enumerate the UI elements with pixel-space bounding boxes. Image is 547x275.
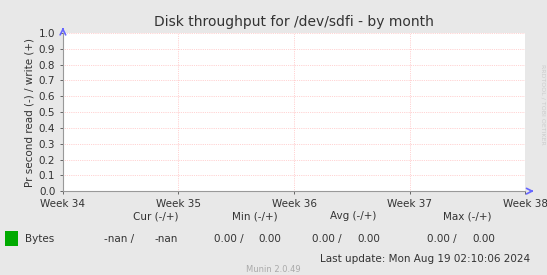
Text: Last update: Mon Aug 19 02:10:06 2024: Last update: Mon Aug 19 02:10:06 2024 [321, 254, 531, 264]
Text: 0.00 /: 0.00 / [312, 234, 342, 244]
Text: 0.00 /: 0.00 / [214, 234, 243, 244]
Text: Munin 2.0.49: Munin 2.0.49 [246, 265, 301, 274]
Text: -nan: -nan [154, 234, 178, 244]
Text: 0.00: 0.00 [472, 234, 495, 244]
Text: Bytes: Bytes [25, 234, 54, 244]
Text: Max (-/+): Max (-/+) [444, 211, 492, 221]
Text: Min (-/+): Min (-/+) [231, 211, 277, 221]
Text: 0.00: 0.00 [259, 234, 282, 244]
Y-axis label: Pr second read (-) / write (+): Pr second read (-) / write (+) [25, 38, 34, 186]
Text: 0.00: 0.00 [357, 234, 380, 244]
Text: -nan /: -nan / [104, 234, 134, 244]
Text: 0.00 /: 0.00 / [427, 234, 457, 244]
Title: Disk throughput for /dev/sdfi - by month: Disk throughput for /dev/sdfi - by month [154, 15, 434, 29]
Text: RRDTOOL / TOBI OETIKER: RRDTOOL / TOBI OETIKER [541, 64, 546, 145]
Text: Avg (-/+): Avg (-/+) [330, 211, 376, 221]
Text: Cur (-/+): Cur (-/+) [133, 211, 179, 221]
